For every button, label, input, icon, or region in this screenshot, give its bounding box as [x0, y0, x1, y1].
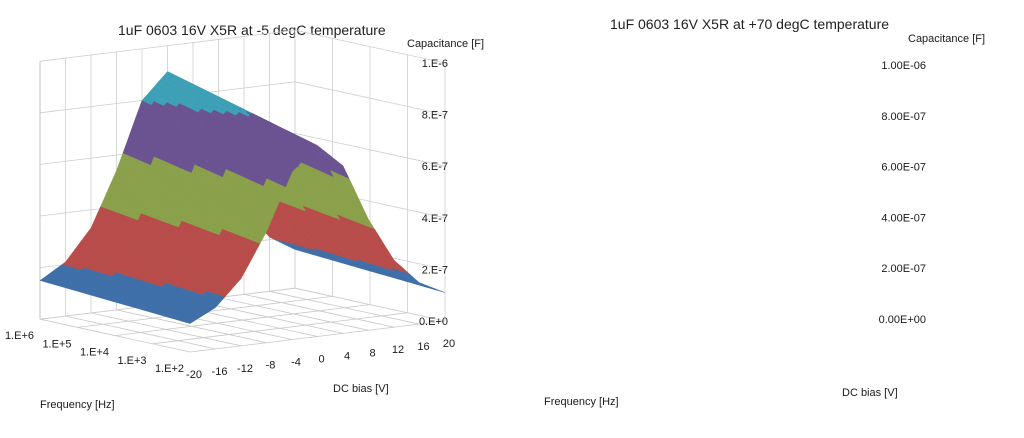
z-tick-label: 4.E-7	[422, 213, 448, 225]
y-tick-label: 1.E+4	[80, 347, 109, 359]
z-axis-title: Capacitance [F]	[407, 38, 484, 50]
x-tick-label: 12	[392, 344, 404, 356]
x-tick-label: -4	[291, 357, 301, 369]
surface-plot-right: 0.00E+00 2.00E-07 4.00E-07 6.00E-07 8.00E-07…	[544, 33, 985, 408]
x-tick-label: 20	[443, 338, 455, 350]
floor-gridline	[152, 312, 408, 345]
x-tick-label: 0	[318, 354, 324, 366]
y-axis-title: Frequency [Hz]	[544, 396, 619, 408]
z-tick-label: 0.00E+00	[879, 314, 926, 326]
x-axis-title: DC bias [V]	[333, 383, 389, 395]
x-axis-title: DC bias [V]	[842, 387, 898, 399]
y-tick-label: 1.E+3	[117, 355, 146, 367]
x-tick-label: -12	[237, 363, 253, 375]
x-tick-label: 16	[417, 341, 429, 353]
z-tick-label: 2.00E-07	[881, 263, 926, 275]
z-tick-label: 6.E-7	[422, 161, 448, 173]
x-tick-label: -16	[212, 366, 228, 378]
y-axis-title: Frequency [Hz]	[40, 399, 115, 411]
z-tick-label: 1.00E-06	[881, 60, 926, 72]
y-tick-label: 1.E+2	[155, 363, 184, 375]
z-tick-label: 0.E+0	[419, 316, 448, 328]
z-axis-title: Capacitance [F]	[908, 33, 985, 45]
y-tick-label: 1.E+5	[42, 338, 71, 350]
chart-right: 1uF 0603 16V X5R at +70 degC temperature…	[508, 0, 1024, 438]
z-tick-label: 4.00E-07	[881, 212, 926, 224]
floor-gridline	[189, 320, 446, 353]
surface-plot-left: 0.E+0 2.E-7 4.E-7 6.E-7 8.E-7 1.E-6 -20 -16 -12 -…	[5, 29, 484, 411]
x-tick-label: -20	[186, 369, 202, 381]
chart-title: 1uF 0603 16V X5R at -5 degC temperature	[118, 22, 386, 38]
z-tick-label: 1.E-6	[422, 58, 448, 70]
x-tick-label: 8	[369, 347, 375, 359]
chart-left: 1uF 0603 16V X5R at -5 degC temperature …	[0, 0, 500, 438]
z-tick-label: 8.00E-07	[881, 111, 926, 123]
surface-facet	[432, 288, 446, 293]
z-tick-label: 8.E-7	[422, 110, 448, 122]
z-tick-label: 6.00E-07	[881, 162, 926, 174]
x-tick-label: 4	[344, 350, 350, 362]
x-tick-label: -8	[266, 360, 276, 372]
y-tick-label: 1.E+6	[5, 330, 34, 342]
z-tick-label: 2.E-7	[422, 264, 448, 276]
chart-title: 1uF 0603 16V X5R at +70 degC temperature	[610, 16, 890, 32]
backwall-gridline	[39, 29, 296, 62]
floor-gridline	[114, 304, 371, 336]
